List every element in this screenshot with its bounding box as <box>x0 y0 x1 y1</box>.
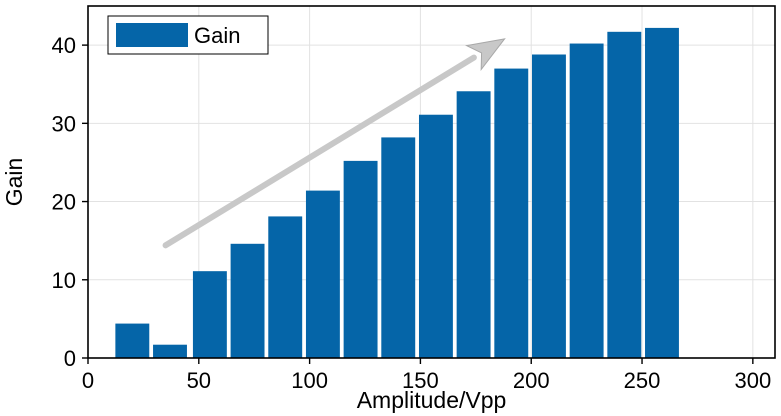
x-tick-label: 300 <box>734 368 771 393</box>
y-tick-label: 40 <box>52 33 76 58</box>
bar <box>532 54 566 359</box>
y-tick-label: 20 <box>52 190 76 215</box>
y-axis-ticks: 0 10 20 30 40 <box>52 33 88 371</box>
bar <box>569 43 604 359</box>
bar <box>607 31 642 359</box>
x-tick-label: 0 <box>82 368 94 393</box>
plot-frame <box>87 5 776 359</box>
x-tick-label: 200 <box>513 368 550 393</box>
bar <box>115 323 150 358</box>
bar <box>192 271 227 358</box>
x-tick-label: 150 <box>402 368 439 393</box>
trend-arrow-shaft <box>162 54 477 249</box>
y-tick-label: 10 <box>52 268 76 293</box>
y-tick-label: 30 <box>52 111 76 136</box>
y-axis-title: Gain <box>1 158 27 207</box>
bar <box>418 114 453 359</box>
bar <box>343 160 378 358</box>
bar <box>645 27 679 358</box>
y-tick-label: 0 <box>64 346 76 371</box>
bar <box>268 216 303 358</box>
legend-swatch <box>116 23 188 47</box>
x-tick-label: 250 <box>624 368 661 393</box>
trend-arrow-head <box>465 38 506 72</box>
bar <box>305 190 340 358</box>
x-tick-label: 50 <box>187 368 211 393</box>
bar <box>153 344 187 358</box>
trend-arrow <box>162 38 506 249</box>
bars <box>115 27 679 359</box>
legend-label-gain: Gain <box>194 23 240 48</box>
bar <box>494 68 529 359</box>
bar <box>230 243 265 358</box>
legend: Gain <box>107 15 269 55</box>
bar <box>381 137 416 358</box>
x-tick-label: 100 <box>291 368 328 393</box>
x-axis-ticks: 0 50 100 150 200 250 300 <box>82 358 771 393</box>
x-axis-title: Amplitude/Vpp <box>357 387 507 413</box>
bar <box>456 91 491 359</box>
